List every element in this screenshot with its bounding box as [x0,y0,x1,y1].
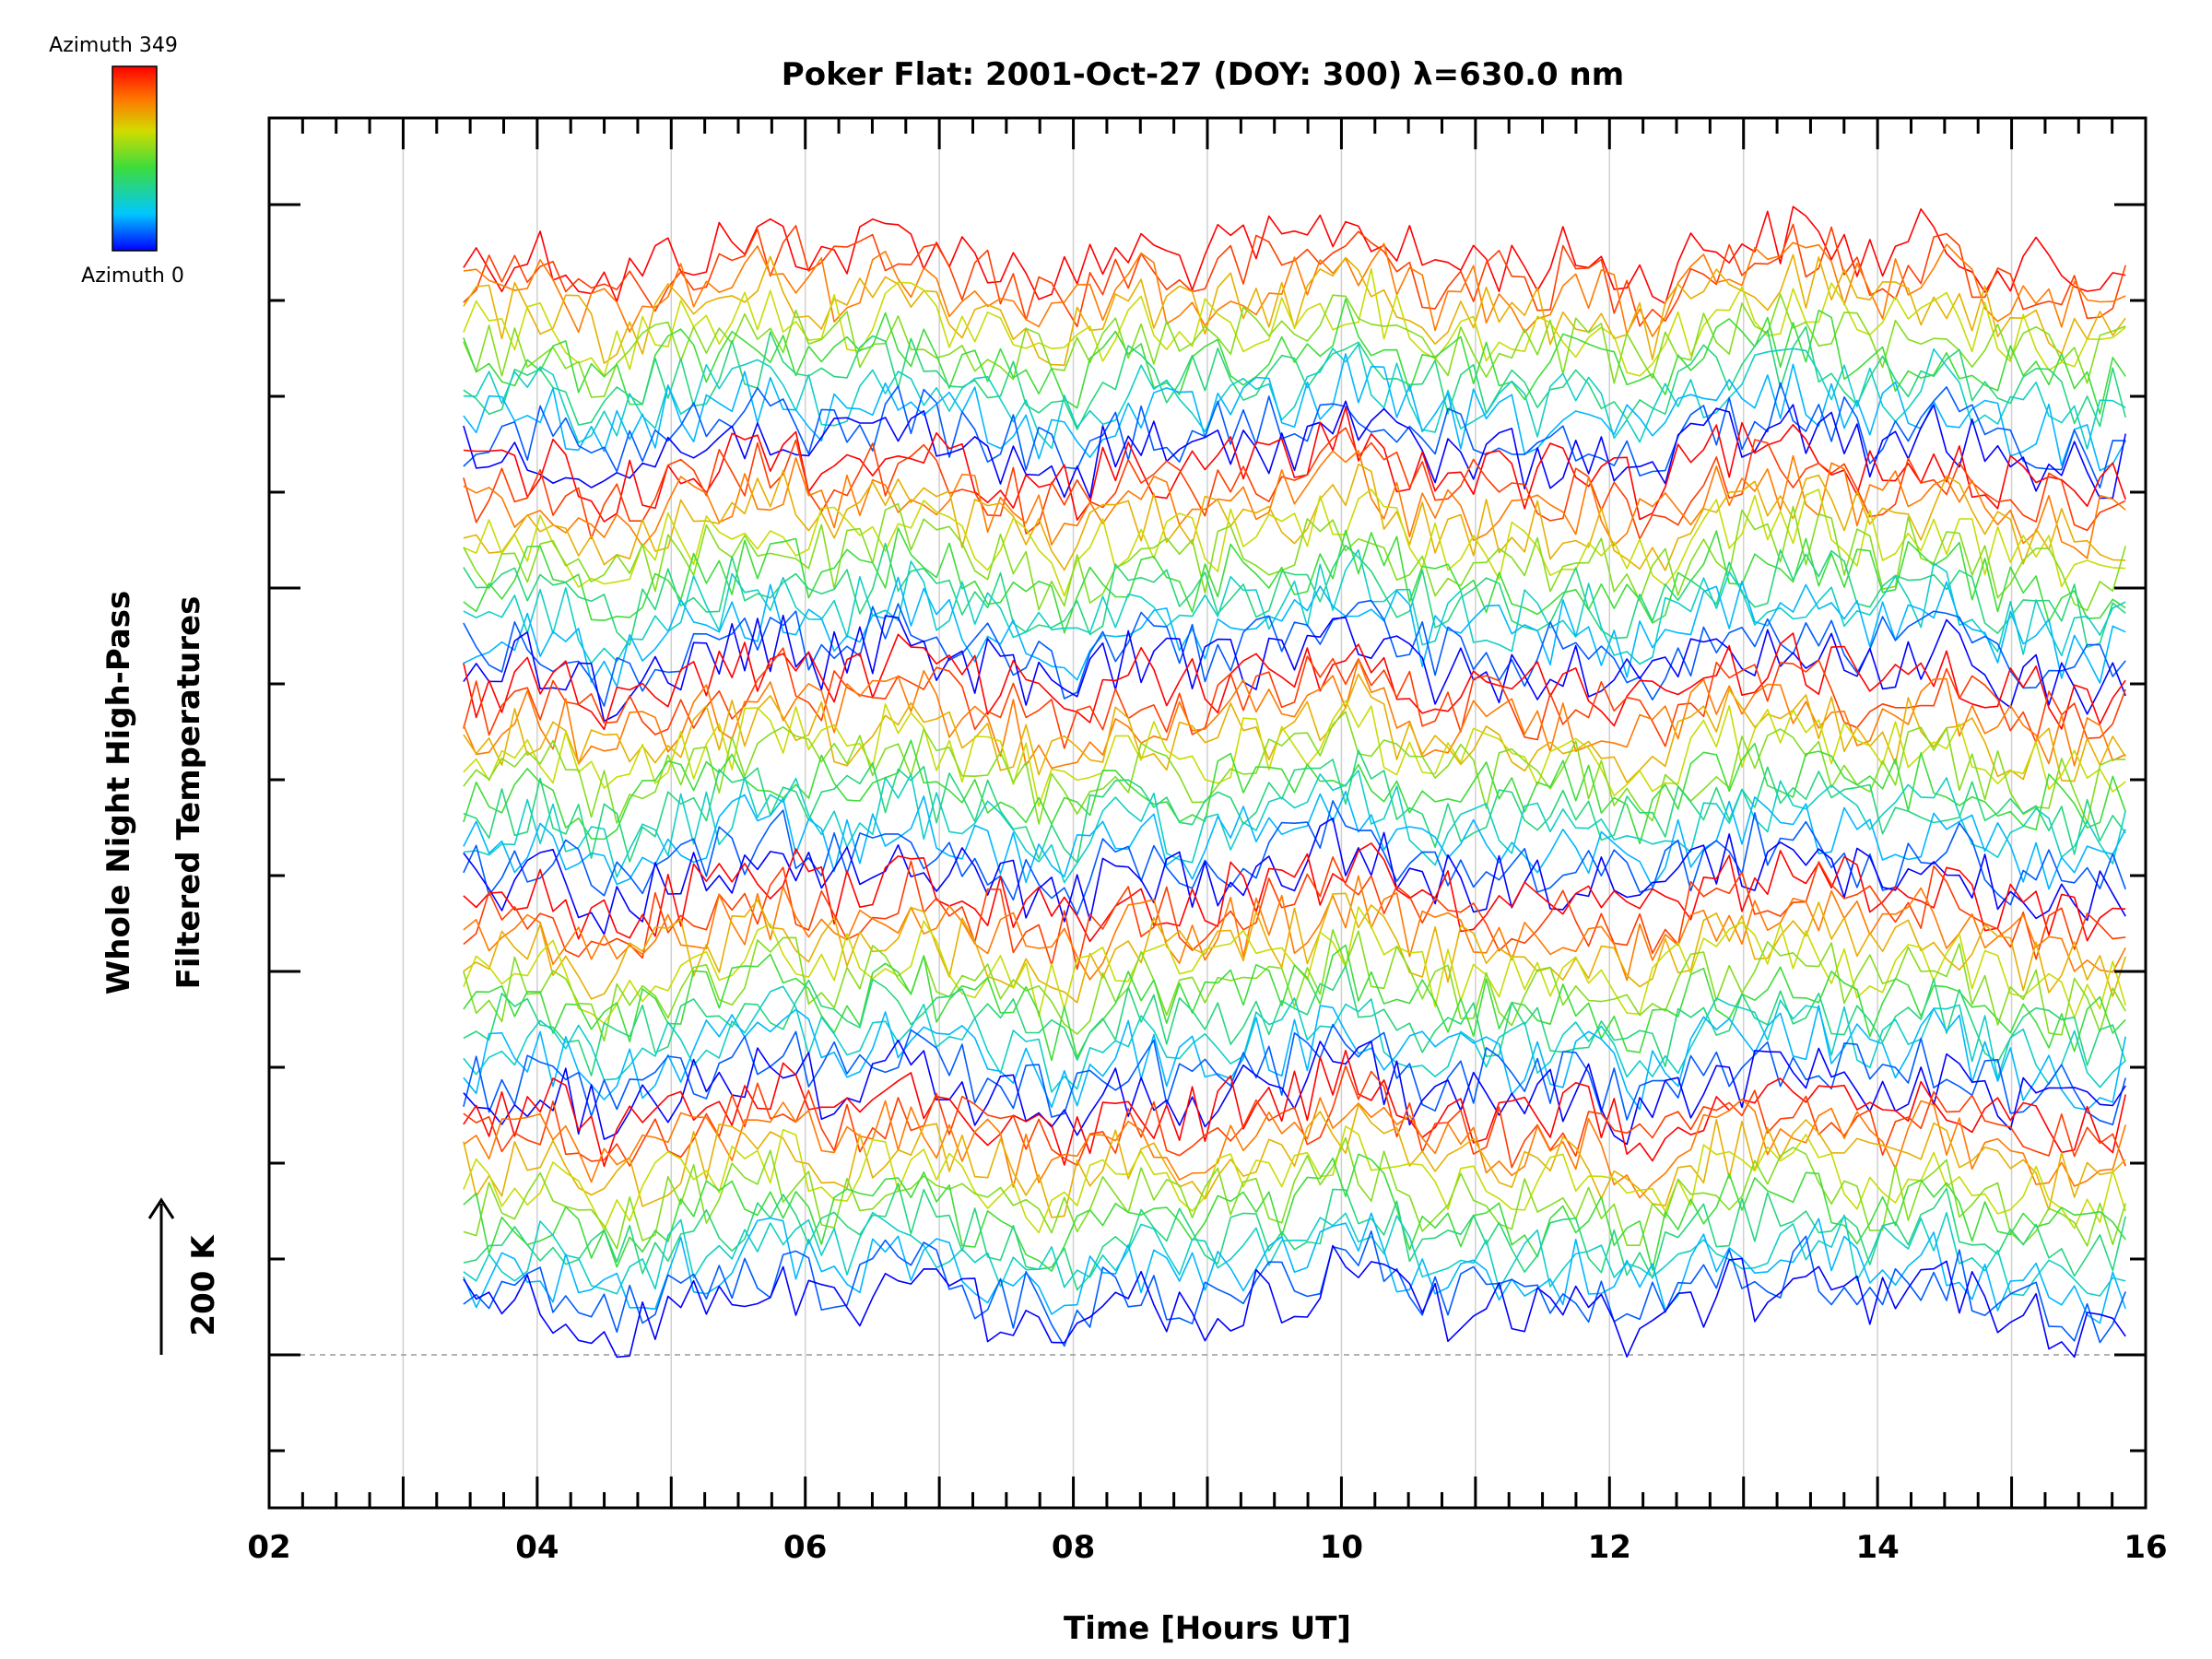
series-line [463,944,2126,1062]
axis-ticks [267,118,2147,1508]
x-tick-label: 10 [1320,1529,1363,1566]
series-line [463,856,2126,971]
series-line [463,1153,2126,1272]
series-line [463,658,2126,770]
x-axis-label: Time [Hours UT] [1064,1610,1351,1647]
series-line [463,325,2126,430]
series-line [463,875,2126,982]
series-line [463,1230,2126,1347]
x-tick-label: 14 [1855,1529,1899,1566]
series-line [463,353,2126,472]
x-tick-label: 02 [247,1529,290,1566]
series-line [463,928,2126,1042]
series-line [463,1050,2126,1168]
series-line [463,450,2126,559]
colorbar-bottom-label: Azimuth 0 [81,265,184,288]
colorbar-top-label: Azimuth 349 [49,34,178,57]
series-line [463,406,2126,523]
series-line [463,1211,2126,1297]
series-line [463,739,2126,845]
series-line [463,800,2126,916]
series-line [463,206,2126,305]
series-line [463,253,2126,367]
series-line [463,985,2126,1093]
series-line [463,599,2126,707]
series-line [463,1182,2126,1291]
x-tick-labels: 02 04 06 08 10 12 14 16 [247,1529,2167,1566]
series-line [463,817,2126,935]
y-axis-label-line1: Whole Night High-Pass [100,591,137,995]
series-line [463,343,2126,450]
y-axis-label-line2: Filtered Temperatures [171,596,207,990]
x-tick-label: 12 [1588,1529,1631,1566]
scale-arrow-head [147,1197,175,1219]
series-line [463,711,2126,825]
series-line [463,298,2126,415]
series-line [463,293,2126,398]
series-line [463,632,2126,731]
chart-title: Poker Flat: 2001-Oct-27 (DOY: 300) λ=630… [782,56,1624,93]
series-line [463,1097,2126,1199]
x-tick-label: 08 [1052,1529,1095,1566]
series-line [463,463,2126,571]
series-line [463,1125,2126,1234]
scale-indicator: 200 K [147,1197,222,1355]
series-line [463,241,2126,337]
x-tick-label: 06 [783,1529,827,1566]
series-line [463,502,2126,612]
series-line [463,488,2126,597]
series-line [463,1136,2126,1250]
series-line [463,770,2126,884]
series-line [463,1244,2126,1359]
series-line [463,548,2126,665]
series-line [463,790,2126,890]
colorbar: Azimuth 349 Azimuth 0 [49,34,184,288]
plot-area: 02 04 06 08 10 12 14 16 [247,116,2168,1566]
series-line [463,400,2126,500]
series-line [463,700,2126,807]
colorbar-gradient [112,65,158,252]
series-line [463,223,2126,328]
x-tick-label: 04 [515,1529,559,1566]
series-layer [463,206,2126,1359]
x-tick-label: 16 [2124,1529,2167,1566]
series-line [463,892,2126,1004]
scale-indicator-label: 200 K [185,1234,222,1336]
series-line [463,1212,2126,1324]
series-line [463,1023,2126,1125]
series-line [463,1005,2126,1111]
series-line [463,842,2126,943]
series-line [463,1103,2126,1218]
series-line [463,576,2126,688]
series-line [463,382,2126,489]
series-line [463,673,2126,783]
series-line [463,749,2126,864]
